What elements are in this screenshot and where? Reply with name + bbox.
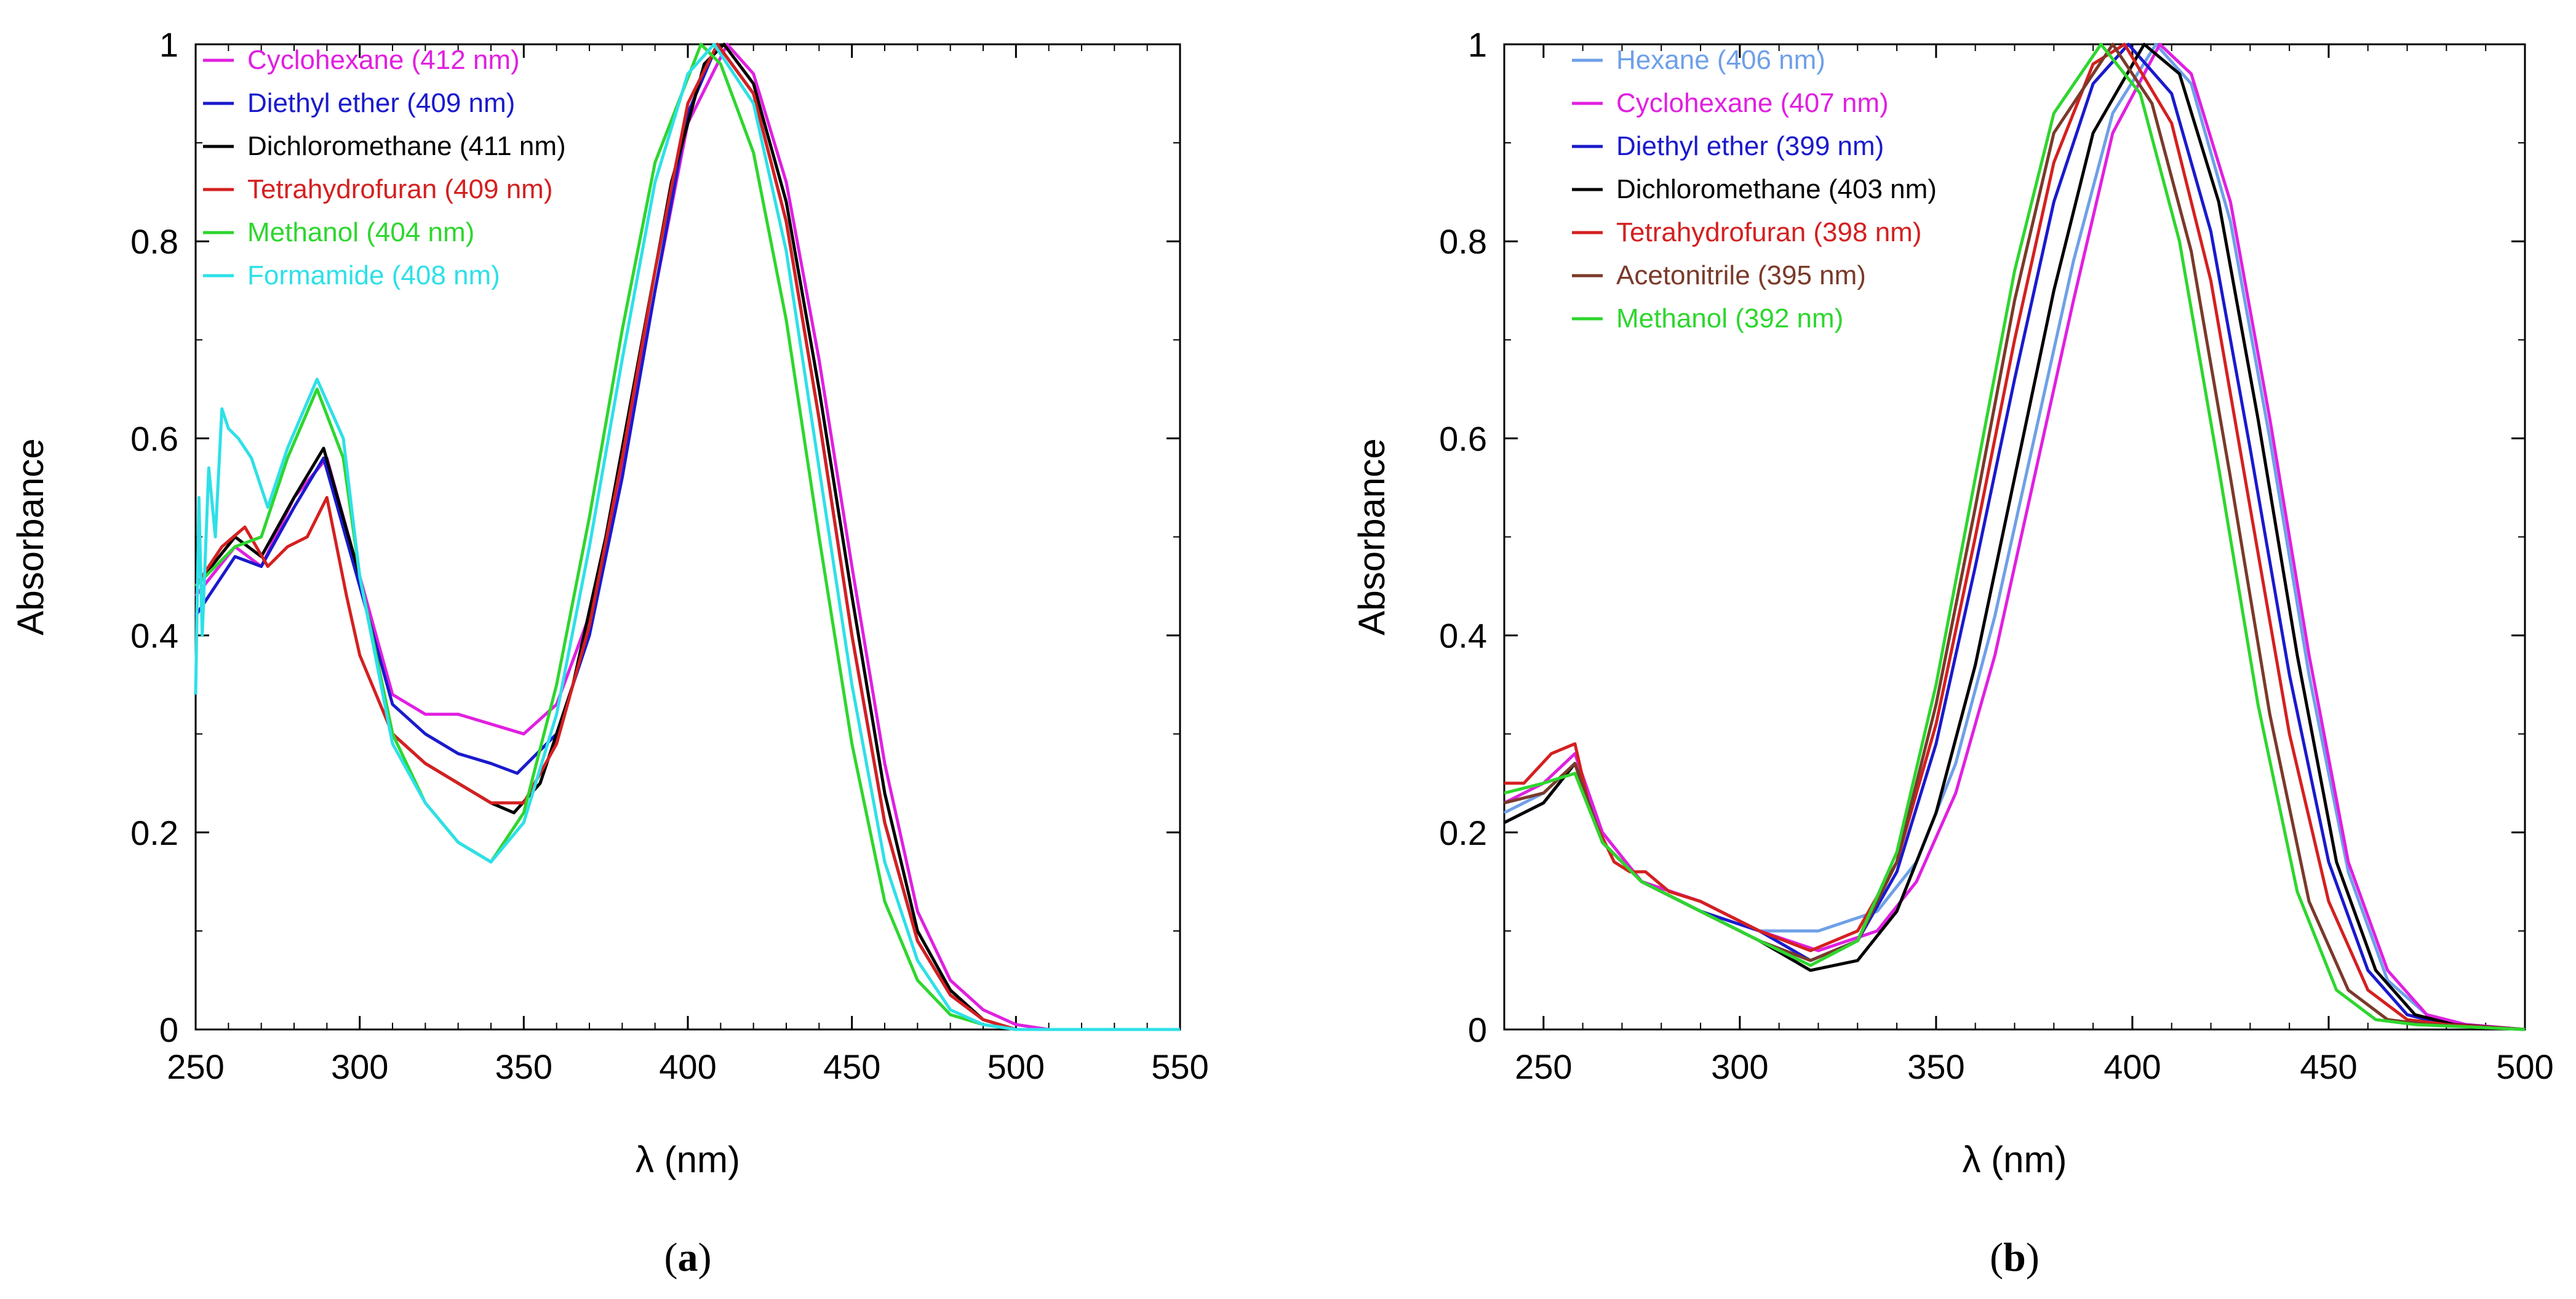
y-axis-title: Absorbance [1351, 438, 1392, 635]
legend-entry: Dichloromethane (411 nm) [247, 131, 566, 161]
y-tick-label: 0 [159, 1010, 178, 1049]
legend-entry: Diethyl ether (409 nm) [247, 88, 515, 118]
y-tick-label: 0.8 [130, 222, 178, 261]
x-tick-label: 300 [1711, 1047, 1768, 1086]
x-tick-label: 500 [987, 1047, 1045, 1086]
chart-panel-b: 250 300 350 400 450 500 0 0.2 0.4 0.6 0.8 1 λ (nm) Ab… [1351, 25, 2554, 1280]
panel-label: (a) [664, 1235, 712, 1280]
x-tick-label: 400 [2103, 1047, 2161, 1086]
x-tick-label: 250 [1515, 1047, 1572, 1086]
y-tick-label: 0.2 [1439, 813, 1487, 852]
x-tick-label: 400 [659, 1047, 716, 1086]
x-tick-label: 300 [331, 1047, 388, 1086]
legend-entry: Tetrahydrofuran (409 nm) [247, 174, 552, 204]
y-tick-label: 0 [1468, 1010, 1487, 1049]
chart-panel-a: 250 300 350 400 450 500 550 0 0.2 0.4 0.6 0.8 1 λ (nm… [10, 25, 1209, 1280]
y-tick-label: 1 [159, 25, 178, 64]
legend-entry: Cyclohexane (407 nm) [1616, 88, 1889, 118]
legend-entry: Dichloromethane (403 nm) [1616, 174, 1937, 204]
legend-entry: Tetrahydrofuran (398 nm) [1616, 217, 1921, 247]
series-line-dichloromethane [194, 42, 1180, 1031]
x-tick-label: 250 [167, 1047, 224, 1086]
legend-entry: Cyclohexane (412 nm) [247, 45, 520, 75]
legend-entry: Diethyl ether (399 nm) [1616, 131, 1884, 161]
series-line-tetrahydrofuran [194, 42, 1180, 1031]
panel-label: (b) [1990, 1235, 2040, 1280]
y-tick-label: 0.4 [1439, 617, 1487, 655]
y-axis-title: Absorbance [10, 438, 51, 635]
y-tick-label: 0.2 [130, 813, 178, 852]
y-tick-label: 0.4 [130, 617, 178, 655]
x-tick-label: 450 [823, 1047, 880, 1086]
x-tick-label: 550 [1151, 1047, 1208, 1086]
legend-entry: Acetonitrile (395 nm) [1616, 260, 1866, 290]
y-tick-label: 0.6 [1439, 419, 1487, 458]
x-tick-label: 450 [2300, 1047, 2357, 1086]
legend-entry: Methanol (404 nm) [247, 217, 474, 247]
y-tick-label: 1 [1468, 25, 1487, 64]
x-tick-label: 350 [495, 1047, 552, 1086]
series-line-formamide [194, 42, 1180, 1031]
legend-entry: Formamide (408 nm) [247, 260, 500, 290]
legend-entry: Methanol (392 nm) [1616, 303, 1843, 334]
x-tick-label: 500 [2496, 1047, 2553, 1086]
legend-entry: Hexane (406 nm) [1616, 45, 1825, 75]
x-axis-title: λ (nm) [636, 1139, 740, 1180]
x-tick-label: 350 [1907, 1047, 1964, 1086]
y-tick-label: 0.6 [130, 419, 178, 458]
y-tick-label: 0.8 [1439, 222, 1487, 261]
x-axis-title: λ (nm) [1963, 1139, 2067, 1180]
series-line-methanol [1504, 42, 2526, 1031]
series-line-methanol [194, 42, 1180, 1031]
